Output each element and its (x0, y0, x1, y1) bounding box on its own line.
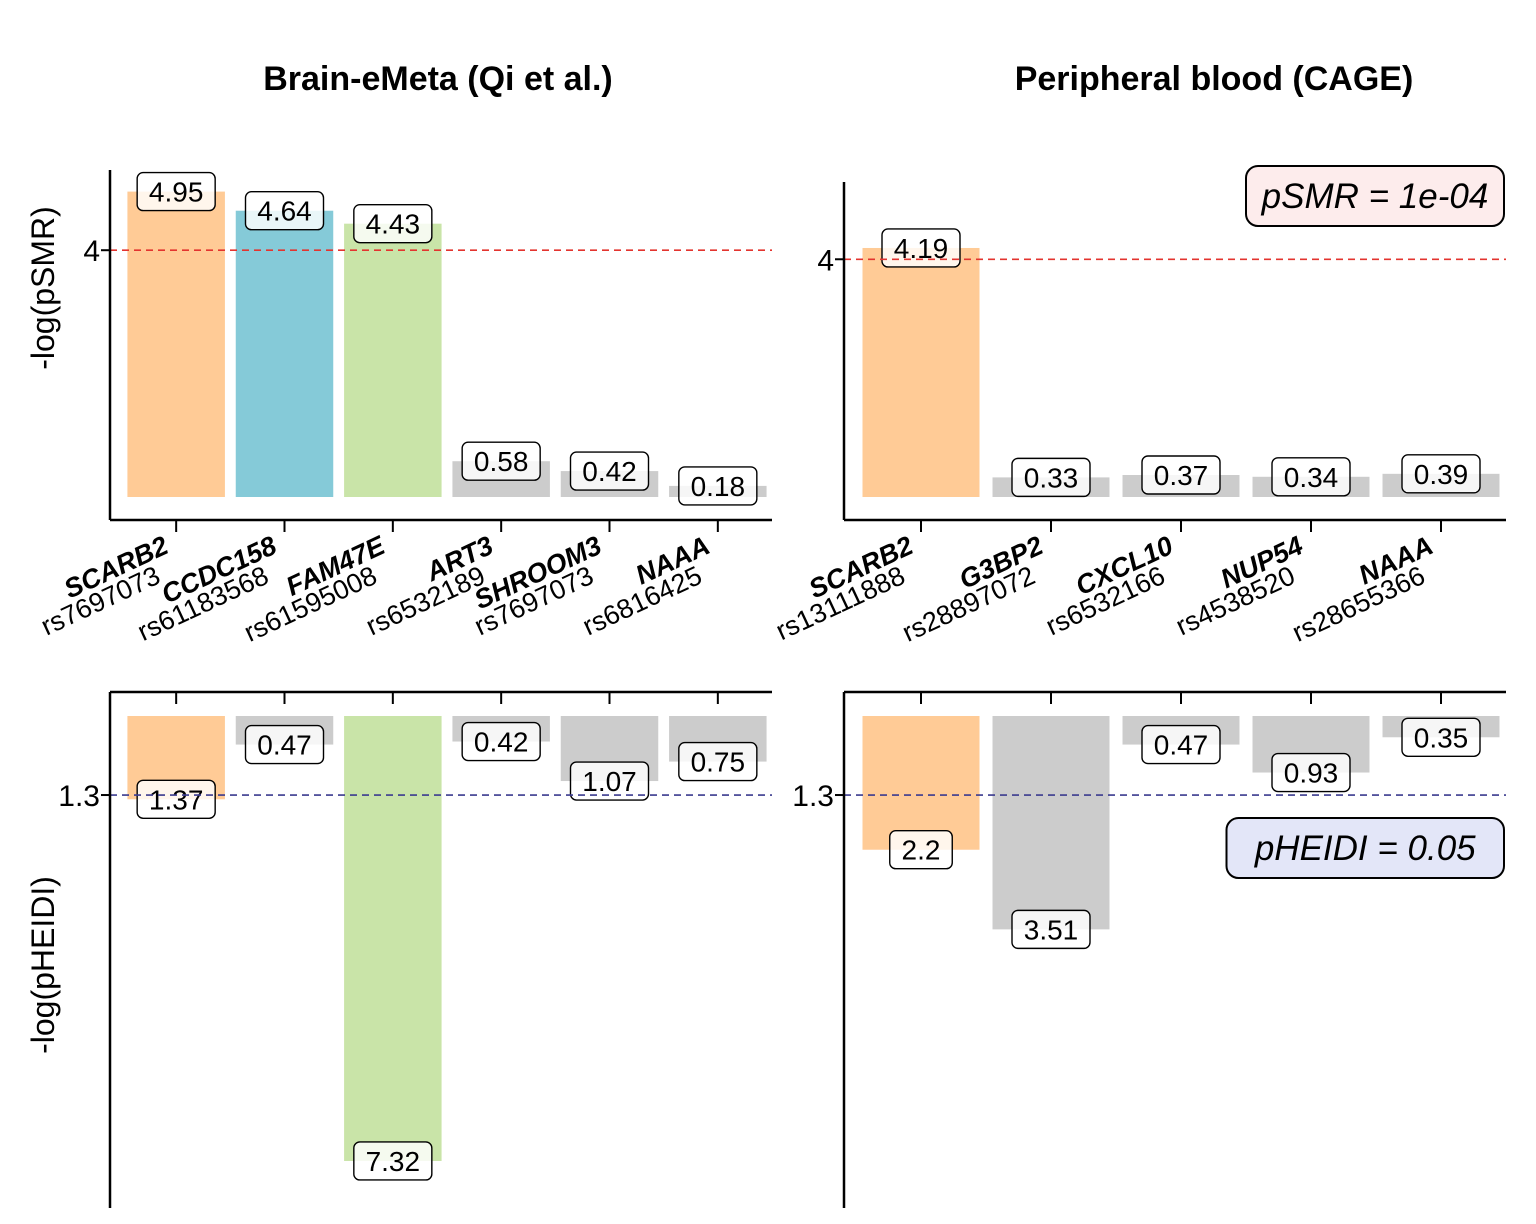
value-label-box (1271, 457, 1351, 497)
value-label: 0.39 (1414, 459, 1469, 490)
value-label-box (881, 228, 961, 268)
bar (344, 716, 442, 1161)
bar-value-label: 2.2 (889, 830, 953, 870)
threshold-annotation: pSMR = 1e-04 (1245, 165, 1505, 227)
panel-title-blood: Peripheral blood (CAGE) (1015, 60, 1414, 98)
bar-value-label: 0.42 (569, 451, 650, 491)
value-label: 0.42 (474, 727, 529, 758)
bar-value-label: 4.43 (353, 203, 433, 244)
value-label-box (461, 441, 541, 481)
value-label-box (1401, 454, 1481, 494)
value-label-box (1011, 457, 1091, 498)
bar (862, 716, 980, 850)
value-label: 4.64 (257, 196, 312, 227)
value-label-box (678, 741, 758, 782)
bar-value-label: 0.58 (461, 441, 541, 481)
value-label: 0.47 (1154, 730, 1209, 761)
value-label-box (1011, 909, 1091, 950)
value-label-box (678, 466, 758, 506)
value-label: 2.2 (902, 835, 941, 866)
value-label-box (569, 451, 650, 491)
y-axis-label-psmr: -log(pSMR) (25, 206, 61, 370)
value-label-box (244, 191, 325, 231)
y-tick-label: 1.3 (792, 780, 834, 813)
y-axis-label-pheidi: -log(pHEIDI) (25, 876, 61, 1054)
value-label: 0.42 (582, 456, 637, 487)
value-label: 0.34 (1284, 462, 1339, 493)
value-label-box (136, 779, 216, 819)
bar-value-label: 7.32 (353, 1141, 433, 1181)
bar-value-label: 0.39 (1401, 454, 1481, 494)
value-label-box (1401, 717, 1481, 757)
value-label-box (569, 761, 650, 801)
value-label-box (889, 830, 953, 870)
bar-value-label: 4.95 (136, 171, 216, 212)
value-label: 0.35 (1414, 722, 1469, 753)
value-label: 4.95 (149, 177, 204, 208)
bar-value-label: 0.47 (1141, 724, 1221, 765)
bar (992, 716, 1110, 930)
threshold-annotation: pHEIDI = 0.05 (1225, 817, 1505, 879)
bar-value-label: 0.93 (1271, 752, 1351, 793)
value-label: 1.37 (149, 784, 204, 815)
bar (235, 210, 334, 497)
panel-title-brain: Brain-eMeta (Qi et al.) (263, 60, 613, 98)
x-tick-snp-label: rs6532189 (361, 560, 489, 641)
bar-value-label: 0.42 (461, 721, 541, 762)
bar-value-label: 0.35 (1401, 717, 1481, 757)
bar-value-label: 0.33 (1011, 457, 1091, 498)
bar-value-label: 4.19 (881, 228, 961, 268)
y-tick-label: 4 (817, 244, 834, 277)
annotation-box (1225, 817, 1505, 879)
bar-value-label: 0.37 (1141, 455, 1221, 495)
bar-value-label: 1.37 (136, 779, 216, 819)
bar (862, 247, 980, 497)
bar (344, 223, 442, 497)
value-label-box (136, 171, 216, 212)
value-label: 0.37 (1154, 460, 1209, 491)
bar-value-label: 1.07 (569, 761, 650, 801)
value-label-box (1141, 724, 1221, 765)
value-label: 0.18 (691, 471, 746, 502)
annotation-text: pHEIDI = 0.05 (1254, 829, 1476, 868)
value-label-box (1271, 752, 1351, 793)
bar-value-label: 0.18 (678, 466, 758, 506)
bar-value-label: 0.47 (244, 724, 325, 765)
bar-value-label: 3.51 (1011, 909, 1091, 950)
value-label-box (461, 721, 541, 762)
value-label-box (1141, 455, 1221, 495)
value-label: 0.47 (257, 730, 312, 761)
bar-value-label: 0.34 (1271, 457, 1351, 497)
value-label: 7.32 (366, 1146, 421, 1177)
value-label-box (244, 724, 325, 765)
value-label: 1.07 (582, 766, 637, 797)
annotation-box (1245, 165, 1505, 227)
value-label-box (353, 203, 433, 244)
bar-value-label: 4.64 (244, 191, 325, 231)
plot-panels: 4.954.64 4.430.58 0.42 0.184SCARB2rs7697073… (36, 165, 1506, 1208)
value-label: 0.75 (691, 747, 746, 778)
bar-value-label: 0.75 (678, 741, 758, 782)
y-tick-label: 1.3 (58, 780, 100, 813)
value-label: 0.33 (1024, 462, 1079, 493)
value-label: 4.43 (366, 209, 421, 240)
value-label-box (353, 1141, 433, 1181)
bar (127, 191, 225, 497)
value-label: 3.51 (1024, 914, 1079, 945)
value-label: 0.93 (1284, 758, 1339, 789)
value-label: 0.58 (474, 446, 529, 477)
y-tick-label: 4 (83, 235, 100, 268)
annotation-text: pSMR = 1e-04 (1261, 177, 1489, 216)
